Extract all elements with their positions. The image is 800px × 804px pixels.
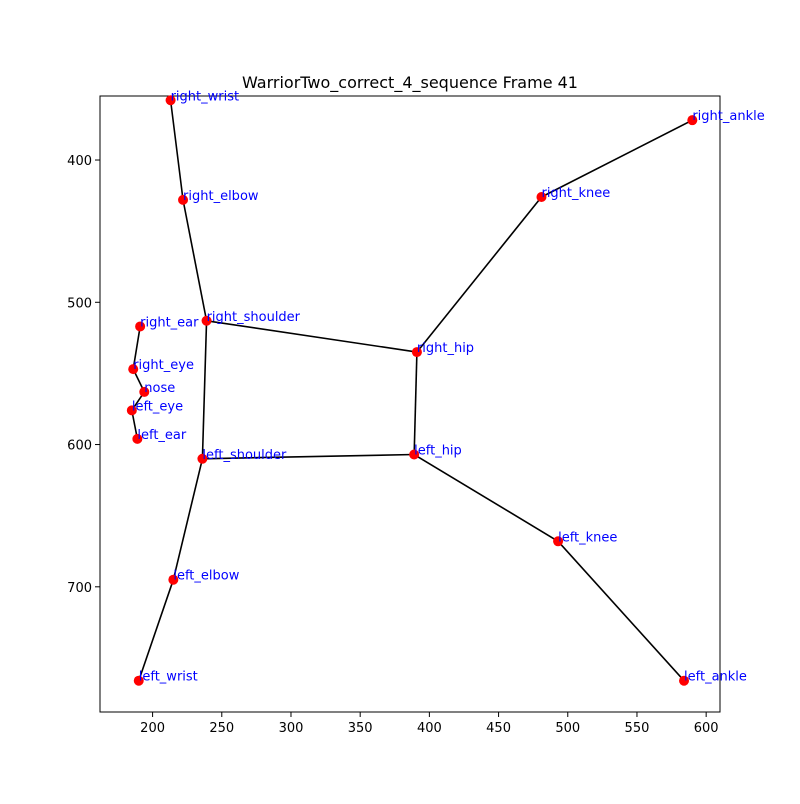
keypoint-left_shoulder xyxy=(197,453,208,464)
bone-right_hip-left_hip xyxy=(413,352,418,455)
keypoint-left_ankle xyxy=(679,675,690,686)
bone-right_wrist-right_elbow xyxy=(169,100,184,200)
x-tick-label: 300 xyxy=(279,721,304,736)
x-tick-label: 600 xyxy=(694,721,719,736)
keypoint-right_knee xyxy=(536,192,547,203)
keypoint-left_wrist xyxy=(133,675,144,686)
bone-left_elbow-left_wrist xyxy=(137,579,175,681)
bone-left_knee-left_ankle xyxy=(557,540,685,682)
bone-right_knee-right_ankle xyxy=(541,119,693,198)
keypoint-label-nose: nose xyxy=(144,381,175,396)
y-axis: 400 500 600 700 xyxy=(67,154,100,596)
keypoint-right_eye xyxy=(128,364,139,375)
bone-left_shoulder-left_elbow xyxy=(172,458,204,580)
keypoint-left_knee xyxy=(553,536,564,547)
keypoint-label-left_eye: left_eye xyxy=(132,399,183,414)
bone-left_hip-left_knee xyxy=(413,453,559,542)
y-tick-label: 500 xyxy=(67,296,92,311)
bone-right_shoulder-left_shoulder xyxy=(201,320,208,459)
x-tick-label: 450 xyxy=(486,721,511,736)
keypoint-label-right_eye: right_eye xyxy=(133,358,194,373)
keypoint-label-left_ankle: left_ankle xyxy=(684,670,747,685)
bone-right_ear-right_eye xyxy=(132,326,141,370)
x-tick-label: 250 xyxy=(209,721,234,736)
y-tick-label: 600 xyxy=(67,439,92,454)
x-tick-label: 500 xyxy=(555,721,580,736)
plot-frame xyxy=(99,95,721,713)
keypoint-label-right_ear: right_ear xyxy=(140,315,199,330)
keypoint-label-right_shoulder: right_shoulder xyxy=(207,310,301,325)
keypoint-right_shoulder xyxy=(201,315,212,326)
keypoint-right_ear xyxy=(135,321,146,332)
x-axis: 200 250 300 350 400 450 500 550 600 xyxy=(140,712,719,736)
keypoint-left_elbow xyxy=(168,574,179,585)
keypoint-label-right_elbow: right_elbow xyxy=(183,189,259,204)
keypoint-label-right_knee: right_knee xyxy=(541,186,610,201)
bone-right_shoulder-right_hip xyxy=(206,319,418,353)
keypoint-left_eye xyxy=(126,405,137,416)
keypoint-labels: right_wrist right_ankle right_elbow right_k… xyxy=(132,89,765,684)
skeleton-connections xyxy=(131,100,693,682)
x-tick-label: 550 xyxy=(625,721,650,736)
keypoint-label-right_wrist: right_wrist xyxy=(171,89,240,104)
keypoint-right_ankle xyxy=(687,115,698,126)
keypoint-label-left_elbow: left_elbow xyxy=(173,569,239,584)
keypoint-label-left_knee: left_knee xyxy=(558,530,617,545)
keypoint-label-right_ankle: right_ankle xyxy=(692,109,764,124)
keypoint-right_elbow xyxy=(178,194,189,205)
keypoint-label-left_shoulder: left_shoulder xyxy=(202,448,287,463)
keypoint-right_hip xyxy=(411,347,422,358)
x-tick-label: 400 xyxy=(417,721,442,736)
keypoint-label-right_hip: right_hip xyxy=(417,341,474,356)
bone-right_hip-right_knee xyxy=(416,196,543,353)
keypoint-label-left_hip: left_hip xyxy=(414,444,462,459)
keypoint-nose xyxy=(139,386,150,397)
bone-right_elbow-right_shoulder xyxy=(182,199,208,321)
keypoint-left_hip xyxy=(409,449,420,460)
x-tick-label: 200 xyxy=(140,721,165,736)
bone-left_shoulder-left_hip xyxy=(202,453,415,460)
keypoint-left_ear xyxy=(132,433,143,444)
chart-title: WarriorTwo_correct_4_sequence Frame 41 xyxy=(242,73,578,93)
y-tick-label: 400 xyxy=(67,154,92,169)
keypoint-label-left_wrist: left_wrist xyxy=(139,670,198,685)
keypoint-right_wrist xyxy=(165,95,176,106)
y-tick-label: 700 xyxy=(67,581,92,596)
keypoints xyxy=(126,95,698,686)
x-tick-label: 350 xyxy=(348,721,373,736)
keypoint-label-left_ear: left_ear xyxy=(137,428,187,443)
